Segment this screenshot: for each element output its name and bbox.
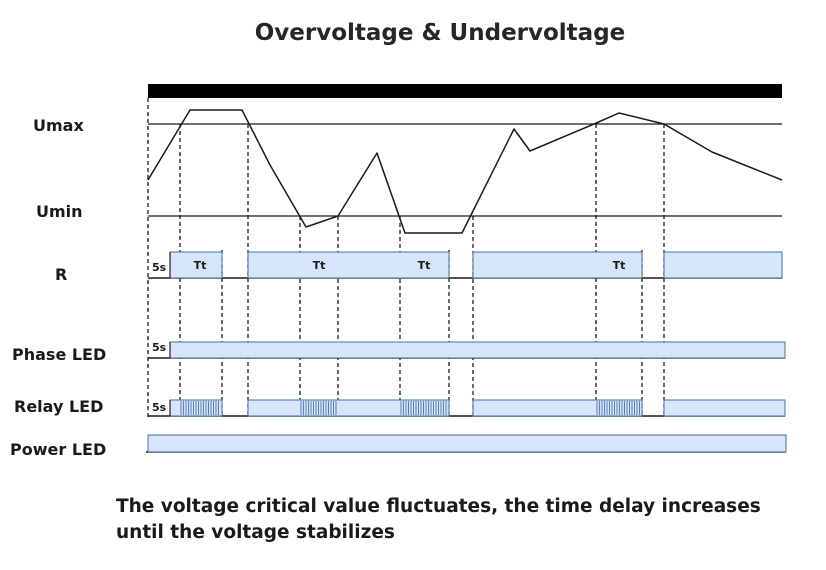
power-led-row (146, 434, 787, 453)
startup-delay-label: 5s (152, 341, 167, 354)
supply-bar (148, 84, 782, 98)
label-relay-led: Relay LED (14, 397, 103, 416)
relay-row: 5s Tt Tt Tt Tt (148, 251, 783, 279)
trip-delay-label: Tt (313, 259, 326, 272)
relay-on-segment (169, 251, 223, 279)
trip-delay-label: Tt (418, 259, 431, 272)
startup-delay-label: 5s (152, 401, 167, 414)
relay-on-segment (247, 251, 450, 279)
relay-led-on-segment (247, 399, 450, 417)
label-phase-led: Phase LED (12, 345, 106, 364)
relay-led-on-segment (663, 399, 786, 417)
phase-led-row: 5s (148, 341, 786, 359)
relay-led-row: 5s (148, 399, 786, 417)
caption-line-1: The voltage critical value fluctuates, t… (116, 496, 761, 517)
diagram-title: Overvoltage & Undervoltage (255, 20, 626, 46)
label-power-led: Power LED (10, 440, 106, 459)
power-led-on-segment (147, 434, 787, 453)
phase-led-on-segment (169, 341, 786, 359)
startup-delay-label: 5s (152, 261, 167, 274)
label-umax: Umax (33, 116, 84, 135)
caption-line-2: until the voltage stabilizes (116, 522, 395, 543)
relay-on-segment (472, 251, 643, 279)
trip-delay-label: Tt (194, 259, 207, 272)
label-umin: Umin (36, 202, 83, 221)
trip-delay-label: Tt (613, 259, 626, 272)
relay-on-segment (663, 251, 783, 279)
label-r: R (55, 265, 67, 284)
voltage-waveform (147, 109, 783, 234)
relay-led-flashing (180, 401, 640, 415)
